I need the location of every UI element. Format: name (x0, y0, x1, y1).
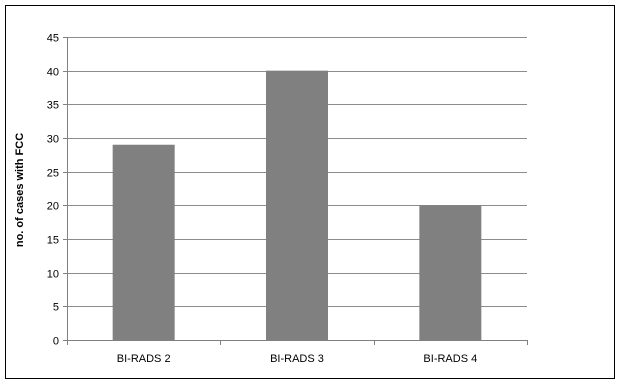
x-tick-label: BI-RADS 4 (423, 353, 477, 365)
y-tick-label: 45 (47, 33, 59, 45)
y-tick-label: 10 (47, 269, 59, 281)
y-tick-label: 20 (47, 201, 59, 213)
bar (112, 144, 175, 340)
y-tick-labels: 0 5 10 15 20 25 30 35 40 45 (47, 33, 59, 348)
x-tick-label: BI-RADS 3 (270, 353, 324, 365)
y-tick-label: 0 (53, 336, 59, 348)
x-tick-label: BI-RADS 2 (117, 353, 171, 365)
bars (112, 70, 482, 341)
y-tick-label: 5 (53, 302, 59, 314)
y-tick-label: 40 (47, 67, 59, 79)
x-tick-labels: BI-RADS 2 BI-RADS 3 BI-RADS 4 (117, 353, 477, 365)
y-axis-title: no. of cases with FCC (14, 133, 26, 247)
bar (419, 205, 482, 340)
y-tick-label: 35 (47, 100, 59, 112)
y-tick-label: 15 (47, 235, 59, 247)
y-tick-label: 30 (47, 134, 59, 146)
y-tick-label: 25 (47, 168, 59, 180)
axes (63, 37, 528, 345)
bar (266, 70, 328, 341)
